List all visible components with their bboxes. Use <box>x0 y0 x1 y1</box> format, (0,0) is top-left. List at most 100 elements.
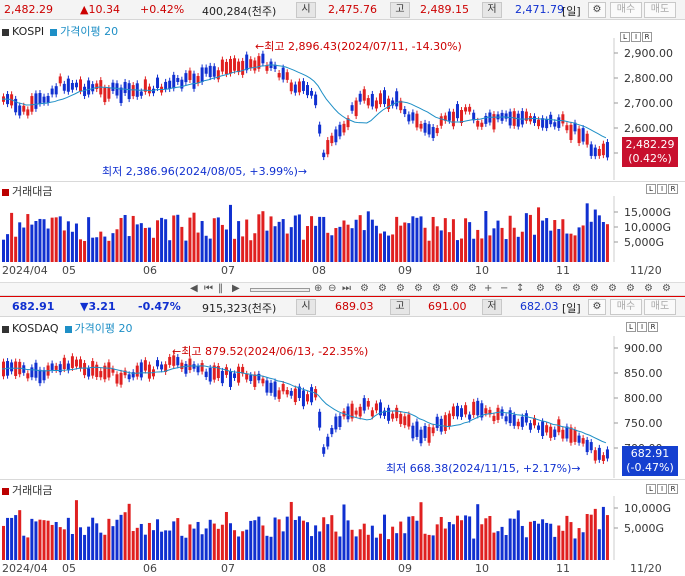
candle-body <box>561 429 565 439</box>
tool-gear-icon[interactable]: ⚙ <box>572 283 581 294</box>
scale-btn-i[interactable]: I <box>637 322 647 332</box>
scale-btn-r[interactable]: R <box>648 322 658 332</box>
kosdaq-sell-button[interactable]: 매도 <box>644 299 676 315</box>
tool-gear-icon[interactable]: ⚙ <box>536 283 545 294</box>
candle-body <box>557 117 561 128</box>
candle-body <box>241 60 245 75</box>
volume-bar <box>350 228 354 262</box>
candle-body <box>107 362 111 378</box>
candle-body <box>492 415 496 422</box>
volume-bar <box>378 233 382 262</box>
tool-gear-icon[interactable]: ⚙ <box>590 283 599 294</box>
tool-gear-icon[interactable]: ⚙ <box>468 283 477 294</box>
kosdaq-high-label: 고 <box>390 299 410 315</box>
kospi-volume-chart[interactable]: 15,000G 10,000G 5,000G <box>0 196 685 262</box>
candle-body <box>326 436 330 447</box>
minus-icon[interactable]: − <box>500 283 509 294</box>
kospi-buy-button[interactable]: 매수 <box>610 2 642 18</box>
tool-gear-icon[interactable]: ⚙ <box>554 283 563 294</box>
zoom-slider[interactable] <box>250 288 310 292</box>
vol-scale-btn-i[interactable]: I <box>657 184 667 194</box>
expand-icon[interactable]: ↕ <box>516 283 525 294</box>
tool-gear-icon[interactable]: ⚙ <box>378 283 387 294</box>
candle-body <box>168 356 172 365</box>
volume-bar <box>504 534 508 560</box>
kospi-period[interactable]: [일] <box>562 5 581 18</box>
tool-gear-icon[interactable]: ⚙ <box>432 283 441 294</box>
volume-bar <box>249 240 253 262</box>
candle-body <box>208 367 212 382</box>
kosdaq-buy-button[interactable]: 매수 <box>610 299 642 315</box>
candle-body <box>297 81 301 93</box>
zoom-out-icon[interactable]: ⊖ <box>328 283 337 294</box>
nav-next-icon[interactable]: ▶ <box>232 283 240 294</box>
volume-bar <box>577 528 581 560</box>
volume-bar <box>508 215 512 262</box>
volume-bar <box>500 227 504 262</box>
candle-body <box>407 114 411 122</box>
volume-bar <box>301 239 305 262</box>
candle-body <box>204 371 208 378</box>
tool-gear-icon[interactable]: ⚙ <box>662 283 671 294</box>
kosdaq-volume-chart[interactable]: 10,000G 5,000G <box>0 496 685 560</box>
kospi-price-chart[interactable]: 2,900.002,800.002,700.002,600.002,500.00 <box>0 38 685 180</box>
volume-bar <box>589 514 593 560</box>
vol-scale-btn-r[interactable]: R <box>668 484 678 494</box>
volume-bar <box>468 222 472 262</box>
vol-scale-btn-l[interactable]: L <box>646 184 656 194</box>
kosdaq-period[interactable]: [일] <box>562 302 581 315</box>
scale-btn-l[interactable]: L <box>620 32 630 42</box>
nav-first-icon[interactable]: ⏮ <box>204 283 213 294</box>
vol-scale-btn-l[interactable]: L <box>646 484 656 494</box>
kospi-volume-scale-buttons[interactable]: L I R <box>646 184 678 194</box>
volume-bar <box>447 522 451 560</box>
kospi-settings-icon[interactable]: ⚙ <box>588 2 606 18</box>
vol-scale-btn-i[interactable]: I <box>657 484 667 494</box>
candle-body <box>346 118 350 128</box>
nav-pause-icon[interactable]: ‖ <box>218 283 223 294</box>
candle-body <box>455 405 459 417</box>
volume-bar <box>220 524 224 560</box>
kosdaq-volume-scale-buttons[interactable]: L I R <box>646 484 678 494</box>
candle-body <box>350 105 354 111</box>
volume-bar <box>200 221 204 262</box>
tool-gear-icon[interactable]: ⚙ <box>396 283 405 294</box>
tool-gear-icon[interactable]: ⚙ <box>414 283 423 294</box>
volume-bar <box>573 235 577 262</box>
kosdaq-scale-buttons[interactable]: L I R <box>626 322 658 332</box>
volume-bar <box>447 232 451 262</box>
scale-btn-r[interactable]: R <box>642 32 652 42</box>
scale-btn-l[interactable]: L <box>626 322 636 332</box>
crosshair-icon[interactable]: + <box>484 283 493 294</box>
kospi-pane-divider <box>0 181 685 182</box>
candle-body <box>399 414 403 424</box>
candle-body <box>537 119 541 127</box>
candle-body <box>237 61 241 73</box>
tool-gear-icon[interactable]: ⚙ <box>626 283 635 294</box>
kospi-scale-buttons[interactable]: L I R <box>620 32 652 42</box>
kospi-sell-button[interactable]: 매도 <box>644 2 676 18</box>
tool-gear-icon[interactable]: ⚙ <box>608 283 617 294</box>
candle-body <box>103 365 107 380</box>
volume-bar <box>407 223 411 262</box>
candle-body <box>269 382 273 393</box>
candle-body <box>22 105 26 112</box>
kosdaq-settings-icon[interactable]: ⚙ <box>588 299 606 315</box>
tool-gear-icon[interactable]: ⚙ <box>644 283 653 294</box>
tool-gear-icon[interactable]: ⚙ <box>360 283 369 294</box>
volume-bar <box>549 230 553 262</box>
volume-bar <box>549 523 553 560</box>
vol-scale-btn-r[interactable]: R <box>668 184 678 194</box>
candle-body <box>91 84 95 92</box>
nav-prev-icon[interactable]: ◀ <box>190 283 198 294</box>
candle-body <box>310 387 314 403</box>
scale-btn-i[interactable]: I <box>631 32 641 42</box>
volume-bar <box>443 218 447 262</box>
volume-bar <box>70 231 74 262</box>
candle-body <box>297 386 301 398</box>
candle-body <box>95 364 99 377</box>
volume-bar <box>306 226 309 262</box>
nav-end-icon[interactable]: ⏭ <box>342 283 351 294</box>
tool-gear-icon[interactable]: ⚙ <box>450 283 459 294</box>
zoom-in-icon[interactable]: ⊕ <box>314 283 323 294</box>
